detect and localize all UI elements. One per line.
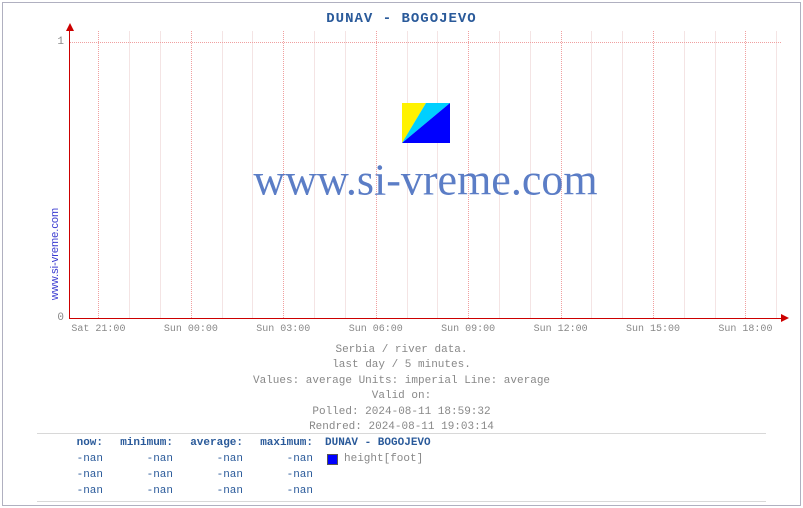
gridline-v-major	[745, 31, 746, 318]
gridline-v-major	[191, 31, 192, 318]
x-tick-label: Sun 09:00	[441, 318, 495, 335]
x-axis-arrow	[781, 314, 789, 322]
x-tick-label: Sun 00:00	[164, 318, 218, 335]
legend-data-row: -nan-nan-nan-nan	[37, 483, 435, 499]
chart-title: DUNAV - BOGOJEVO	[3, 11, 800, 27]
meta-line: Values: average Units: imperial Line: av…	[3, 374, 800, 389]
x-tick-label: Sun 12:00	[534, 318, 588, 335]
gridline-v-minor	[437, 31, 438, 318]
gridline-v-major	[468, 31, 469, 318]
legend-value: -nan	[37, 485, 107, 497]
gridline-v-minor	[499, 31, 500, 318]
legend-value: -nan	[247, 469, 317, 481]
gridline-v-major	[653, 31, 654, 318]
gridline-v-minor	[160, 31, 161, 318]
meta-block: Serbia / river data. last day / 5 minute…	[3, 343, 800, 435]
x-tick-label: Sat 21:00	[71, 318, 125, 335]
meta-line: Polled: 2024-08-11 18:59:32	[3, 405, 800, 420]
gridline-v-minor	[530, 31, 531, 318]
legend-swatch-label: height[foot]	[344, 453, 423, 465]
side-label: www.si-vreme.com	[49, 208, 61, 300]
legend-value: -nan	[107, 469, 177, 481]
outer-frame: www.si-vreme.com DUNAV - BOGOJEVO 0 1 Sa…	[2, 2, 801, 506]
y-axis-arrow	[66, 23, 74, 31]
gridline-v-major	[98, 31, 99, 318]
legend-value: -nan	[107, 485, 177, 497]
gridline-v-minor	[129, 31, 130, 318]
gridline-v-minor	[715, 31, 716, 318]
y-tick-label: 1	[57, 36, 70, 48]
gridline-v-minor	[222, 31, 223, 318]
x-tick-label: Sun 03:00	[256, 318, 310, 335]
gridline-h	[70, 42, 781, 43]
watermark-text: www.si-vreme.com	[253, 155, 597, 206]
legend-value: -nan	[177, 469, 247, 481]
gridline-v-major	[376, 31, 377, 318]
legend-swatch	[327, 454, 338, 465]
divider	[37, 501, 766, 502]
gridline-v-minor	[622, 31, 623, 318]
legend-series-name: DUNAV - BOGOJEVO	[317, 437, 435, 449]
legend-data-row: -nan-nan-nan-nan	[37, 467, 435, 483]
gridline-v-minor	[776, 31, 777, 318]
gridline-v-major	[561, 31, 562, 318]
gridline-v-major	[283, 31, 284, 318]
legend-data-row: -nan-nan-nan-nanheight[foot]	[37, 451, 435, 467]
legend-header-min: minimum:	[107, 437, 177, 449]
x-tick-label: Sun 15:00	[626, 318, 680, 335]
legend-value: -nan	[37, 453, 107, 465]
legend-table: now: minimum: average: maximum: DUNAV - …	[37, 435, 435, 499]
legend-value: -nan	[177, 453, 247, 465]
gridline-v-minor	[252, 31, 253, 318]
x-tick-label: Sun 06:00	[349, 318, 403, 335]
gridline-v-minor	[314, 31, 315, 318]
plot-area: 0 1 Sat 21:00Sun 00:00Sun 03:00Sun 06:00…	[69, 31, 781, 319]
divider	[37, 433, 766, 434]
gridline-v-minor	[684, 31, 685, 318]
meta-line: last day / 5 minutes.	[3, 358, 800, 373]
y-tick-label: 0	[57, 312, 70, 324]
legend-value: -nan	[37, 469, 107, 481]
meta-line: Serbia / river data.	[3, 343, 800, 358]
x-tick-label: Sun 18:00	[718, 318, 772, 335]
legend-header-max: maximum:	[247, 437, 317, 449]
legend-value: -nan	[247, 453, 317, 465]
gridline-v-minor	[591, 31, 592, 318]
watermark-icon	[402, 103, 450, 143]
gridline-v-minor	[407, 31, 408, 318]
meta-line: Valid on:	[3, 389, 800, 404]
legend-header-row: now: minimum: average: maximum: DUNAV - …	[37, 435, 435, 451]
legend-value: -nan	[177, 485, 247, 497]
legend-header-now: now:	[37, 437, 107, 449]
legend-header-avg: average:	[177, 437, 247, 449]
legend-value: -nan	[247, 485, 317, 497]
gridline-v-minor	[345, 31, 346, 318]
legend-value: -nan	[107, 453, 177, 465]
